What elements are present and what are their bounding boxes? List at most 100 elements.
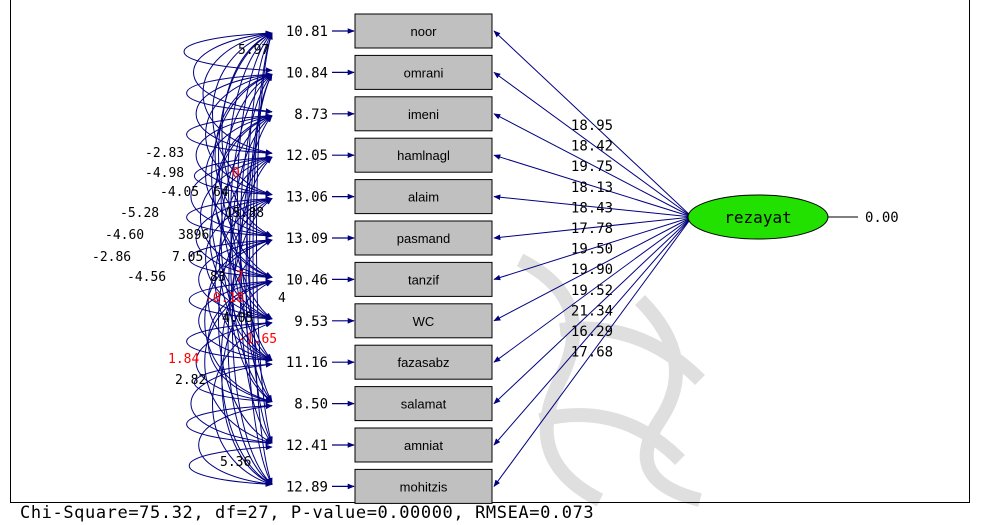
indicator-label: WC [413,314,435,329]
covariance-arc [218,198,273,444]
loading-label: 19.75 [571,159,613,175]
covariance-arc [252,32,273,486]
covariance-label: 1.84 [168,352,199,367]
covariance-label: -1.65 [238,332,277,347]
covariance-arc [188,444,273,487]
covariance-label: -4.60 [105,228,144,243]
loading-label: 17.78 [571,221,613,237]
indicator-label: salamat [401,397,447,412]
loading-path [493,216,693,322]
covariance-arc [193,361,273,405]
loading-path [493,216,693,241]
covariance-label: 3896 [178,228,209,243]
indicator-label: hamlnagl [397,148,450,163]
covariance-label: -4.56 [127,270,166,285]
loading-path [493,216,693,281]
error-variance-label: 10.81 [286,24,328,40]
covariance-label: -2.86 [92,250,131,265]
covariance-arc [214,197,273,361]
indicator-box [354,220,493,256]
loading-label: 19.90 [571,262,613,278]
covariance-arc [207,279,273,404]
covariance-arc [228,156,273,403]
covariance-arc [231,156,273,485]
covariance-label: 7.05 [172,250,203,265]
covariance-arc [211,73,273,278]
covariance-arc [220,239,273,485]
covariance-arc [249,73,273,444]
covariance-label: 4 [278,291,286,306]
covariance-arc [211,115,273,320]
loading-path [493,216,693,405]
covariance-arc [198,237,273,321]
loading-path [493,216,693,363]
latent-label: rezayat [724,208,791,227]
covariance-arc [195,196,273,280]
covariance-arc [212,321,273,486]
error-variance-label: 13.06 [286,190,328,206]
covariance-label: 5.97 [238,43,269,58]
indicator-boxes: noor omrani imeni hamlnagl alaim pasmand tanzi… [354,13,493,504]
covariance-arc [186,71,273,115]
covariance-arc [230,115,273,403]
indicator-label: omrani [404,65,444,80]
covariance-arc [195,113,273,197]
indicator-label: tanzif [408,272,439,287]
covariance-arc [188,278,273,322]
covariance-arc [230,73,273,361]
covariance-arc [204,280,273,445]
indicator-label: fazasabz [397,355,449,370]
covariance-arc [186,113,273,156]
covariance-label: -2.83 [145,146,184,161]
covariance-arc [200,155,273,279]
error-variance-label: 12.41 [286,438,328,454]
loading-path [493,113,693,218]
covariance-arc [198,403,273,487]
indicator-label: imeni [408,107,439,122]
covariance-label: -4.98 [145,166,184,181]
error-variance-label: 10.84 [286,65,328,81]
covariance-arc [193,154,273,198]
covariance-arc [237,32,273,361]
loading-path [493,71,693,218]
covariance-arc [214,73,273,237]
covariance-label: 83 [210,270,226,285]
covariance-arc [186,403,273,446]
loading-label: 18.42 [571,139,613,155]
covariance-arc [195,72,273,156]
error-variances: 10.81 10.84 8.73 12.05 13.06 13.09 10.46 9.53 11… [286,24,355,495]
loading-label: 18.95 [571,118,613,134]
indicator-label: noor [410,24,437,39]
indicator-label: mohitzis [400,479,448,494]
factor-loading-paths: 18.95 18.42 19.75 18.13 18.43 17.78 19.50 19.90… [493,30,693,487]
loading-label: 21.34 [571,303,613,319]
covariance-arc [205,197,273,321]
indicator-box [354,96,493,132]
covariance-arc [218,156,273,361]
covariance-arc [195,320,273,404]
loading-path [493,216,693,446]
covariance-labels: 5.97 -2.83 -4.98 0 -4.05 64 -5.28 15.88 -4.60 389… [92,43,286,470]
covariance-label: 0 [232,166,240,181]
covariance-arc [207,238,273,362]
indicator-box [354,54,493,90]
loading-label: 17.68 [571,345,613,361]
covariance-arc [190,362,273,446]
watermark [516,253,705,507]
loading-label: 18.43 [571,200,613,216]
covariance-label: 7 [236,270,244,285]
loading-label: 18.13 [571,180,613,196]
error-variance-label: 12.89 [286,479,328,495]
loading-path [493,154,693,218]
loading-label: 16.29 [571,324,613,340]
error-variance-label: 8.73 [294,107,328,123]
error-variance-label: 13.09 [286,231,328,247]
latent-factor: rezayat 0.00 [687,194,899,240]
covariance-arc [186,320,273,363]
covariance-arc [183,30,273,73]
indicator-box [354,468,493,504]
fit-statistics: Chi-Square=75.32, df=27, P-value=0.00000… [20,503,595,523]
covariance-label: 2.82 [175,373,206,388]
covariance-label: 5.36 [220,455,251,470]
